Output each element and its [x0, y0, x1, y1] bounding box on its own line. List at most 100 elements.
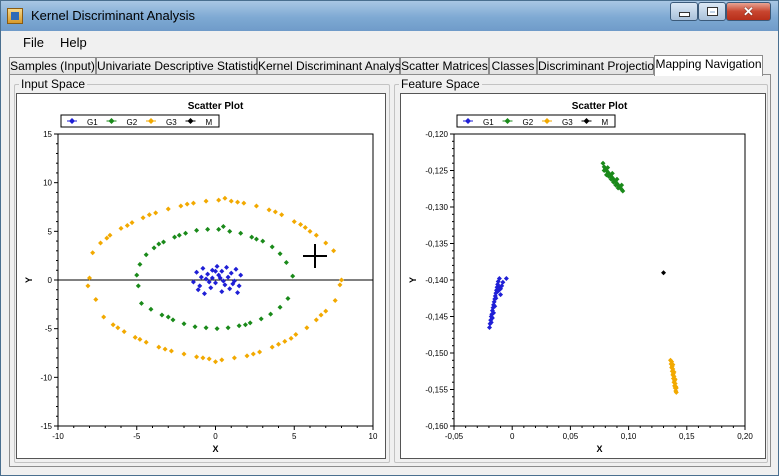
data-point-g2 [609, 170, 615, 176]
data-point-g3 [146, 212, 152, 218]
data-point-g3 [222, 195, 228, 201]
data-point-g2 [172, 234, 178, 240]
tab-samples-input[interactable]: Samples (Input) [9, 57, 96, 75]
legend-label-g3: G3 [562, 118, 573, 127]
data-point-g2 [214, 326, 220, 332]
input-space-plot[interactable]: Scatter Plot G1 G2 G3 M -10 -5 0 5 10 -15 -10 -5 0 5 10… [16, 93, 386, 459]
data-point-g2 [615, 185, 621, 191]
data-point-g2 [269, 244, 275, 250]
data-point-g1 [491, 310, 497, 316]
data-point-g1 [488, 317, 494, 323]
data-point-g1 [219, 268, 225, 274]
legend-label-m: M [206, 118, 213, 127]
data-point-g3 [672, 381, 678, 387]
data-point-g2 [283, 259, 289, 265]
menu-bar: File Help [1, 31, 778, 53]
minimize-button[interactable] [670, 2, 698, 21]
data-point-g2 [268, 311, 274, 317]
data-point-g3 [206, 356, 212, 362]
data-point-g3 [323, 308, 329, 314]
tab-univariate-descriptive-statistics[interactable]: Univariate Descriptive Statistics [96, 57, 266, 75]
data-point-g3 [219, 357, 225, 363]
data-point-g3 [331, 248, 337, 254]
menu-help[interactable]: Help [60, 35, 87, 50]
data-point-g2 [258, 316, 264, 322]
data-point-g2 [148, 306, 154, 312]
data-point-g3 [291, 219, 297, 225]
y-tick-label: 10 [43, 179, 52, 188]
menu-file[interactable]: File [23, 35, 44, 50]
tab-classes[interactable]: Classes [489, 57, 537, 75]
data-point-g2 [220, 223, 226, 229]
tab-scatter-matrices[interactable]: Scatter Matrices [400, 57, 489, 75]
data-point-g3 [216, 197, 222, 203]
data-point-g1 [222, 282, 228, 288]
tab-strip: Samples (Input) Univariate Descriptive S… [9, 55, 769, 76]
data-point-g3 [307, 228, 313, 234]
title-bar[interactable]: Kernel Discriminant Analysis ✕ [1, 1, 778, 31]
data-point-g1 [492, 303, 498, 309]
legend-label-g3: G3 [166, 118, 177, 127]
y-tick-label: -0,155 [425, 386, 448, 395]
data-point-g3 [668, 357, 674, 363]
data-point-g2 [227, 228, 233, 234]
data-point-g3 [93, 296, 99, 302]
x-tick-label: -5 [133, 432, 141, 441]
y-axis-label: Y [24, 277, 34, 283]
close-button[interactable]: ✕ [726, 2, 771, 21]
data-point-g3 [279, 212, 285, 218]
data-point-g3 [178, 203, 184, 209]
data-point-g2 [613, 182, 619, 188]
y-tick-label: -0,150 [425, 349, 448, 358]
data-point-g2 [205, 226, 211, 232]
data-point-g1 [489, 315, 495, 321]
data-point-g2 [249, 234, 255, 240]
data-point-g1 [225, 274, 231, 280]
data-point-g1 [238, 272, 244, 278]
data-point-g3 [323, 240, 329, 246]
tab-kernel-discriminant-analysis[interactable]: Kernel Discriminant Analysis [257, 57, 410, 75]
data-point-g2 [176, 232, 182, 238]
feature-space-plot[interactable]: Scatter Plot G1 G2 G3 M -0,05 0 0,05 0,10 0,15 0,2… [400, 93, 766, 459]
data-point-g1 [496, 276, 502, 282]
data-point-g1 [213, 280, 218, 286]
data-point-g3 [165, 206, 171, 212]
data-point-g3 [140, 215, 146, 221]
data-point-g3 [670, 362, 676, 368]
legend-label-m: M [602, 118, 609, 127]
y-tick-label: 5 [48, 227, 53, 236]
data-point-g1 [230, 281, 236, 287]
data-point-g3 [235, 199, 241, 205]
data-point-g1 [200, 265, 206, 271]
data-point-g3 [181, 351, 187, 357]
y-tick-label: -0,120 [425, 130, 448, 139]
data-point-g3 [298, 222, 304, 228]
data-point-g1 [197, 283, 203, 289]
data-point-g3 [288, 335, 294, 341]
legend-marker-g3 [148, 118, 154, 124]
data-point-g1 [203, 276, 209, 282]
tab-mapping-navigation[interactable]: Mapping Navigation [654, 55, 763, 76]
data-point-g3 [272, 209, 278, 215]
data-point-g2 [135, 283, 141, 289]
data-point-g3 [339, 277, 344, 283]
data-point-g3 [137, 336, 143, 342]
y-tick-label: -0,140 [425, 276, 448, 285]
maximize-button[interactable] [698, 2, 726, 21]
data-point-g1 [208, 285, 214, 291]
y-tick-label: -15 [40, 422, 52, 431]
data-point-g2 [137, 261, 143, 267]
data-point-g3 [244, 353, 250, 359]
data-point-g1 [233, 266, 239, 272]
data-point-g1 [214, 263, 220, 269]
data-point-g1 [194, 269, 200, 275]
plot-area [453, 133, 746, 427]
data-point-g2 [161, 239, 167, 245]
x-tick-label: 0 [213, 432, 218, 441]
data-point-g2 [181, 321, 187, 327]
data-point-g3 [241, 200, 247, 206]
y-tick-label: 0 [48, 276, 53, 285]
data-point-g3 [162, 346, 168, 352]
data-point-g3 [671, 369, 677, 375]
tab-discriminant-projection[interactable]: Discriminant Projection [537, 57, 661, 75]
